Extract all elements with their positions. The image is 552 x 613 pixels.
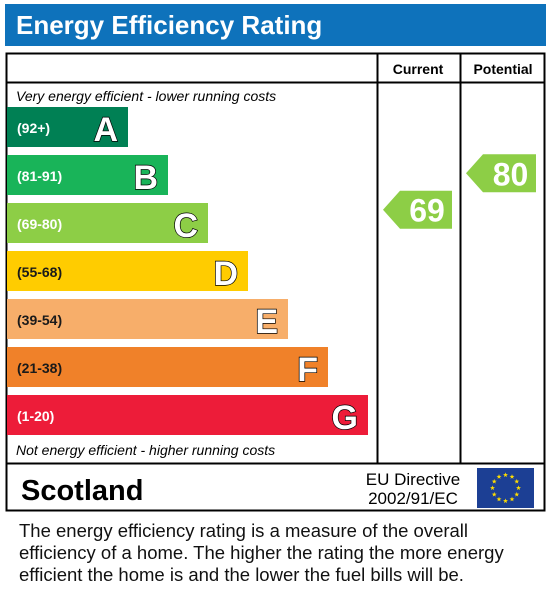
eu-star: [503, 498, 508, 504]
band-d-letter: D: [213, 255, 238, 293]
rating-bands: (92+) A (81-91) B (69-80) C (55-68) D (39-54) E (2…: [7, 107, 368, 438]
band-d-range: (55-68): [17, 264, 62, 280]
eu-star: [516, 485, 521, 491]
eu-stars-icon: [490, 472, 521, 504]
eu-star: [514, 478, 520, 484]
band-b-letter: B: [133, 159, 158, 197]
band-g-bar: [7, 395, 368, 435]
band-f-range: (21-38): [17, 360, 62, 376]
potential-rating-value: 80: [493, 156, 529, 192]
band-a-letter: A: [93, 111, 118, 149]
eu-star: [491, 491, 497, 497]
band-c-letter: C: [173, 207, 198, 245]
band-c-bar: [7, 203, 208, 243]
band-g-range: (1-20): [17, 408, 54, 424]
directive-line-1: EU Directive: [366, 470, 460, 489]
potential-column-header: Potential: [473, 61, 532, 77]
directive-line-2: 2002/91/EC: [368, 489, 458, 508]
band-c-range: (69-80): [17, 216, 62, 232]
current-column-header: Current: [393, 61, 444, 77]
eu-star: [509, 496, 515, 502]
band-f-letter: F: [297, 351, 318, 389]
region-label: Scotland: [21, 475, 143, 507]
eu-star: [490, 485, 495, 491]
eu-flag: [477, 468, 534, 508]
band-b-range: (81-91): [17, 168, 62, 184]
band-f-bar: [7, 347, 328, 387]
eu-star: [509, 474, 515, 479]
potential-rating-arrow: [466, 154, 536, 193]
eu-star: [496, 496, 502, 502]
current-rating-value: 69: [409, 193, 445, 229]
band-e-bar: [7, 299, 288, 339]
energy-rating-chart: Current Potential Very energy efficient …: [5, 52, 546, 512]
band-d-bar: [7, 251, 248, 291]
eu-star: [496, 474, 502, 479]
band-e-letter: E: [255, 303, 278, 341]
top-note: Very energy efficient - lower running co…: [16, 88, 276, 104]
band-a-bar: [7, 107, 128, 147]
eu-star: [491, 478, 497, 484]
band-b-bar: [7, 155, 168, 195]
band-g-letter: G: [332, 399, 358, 437]
band-a-range: (92+): [17, 120, 50, 136]
chart-frame: [5, 52, 546, 512]
footer-description: The energy efficiency rating is a measur…: [19, 520, 504, 585]
band-e-range: (39-54): [17, 312, 62, 328]
current-rating-arrow: [383, 190, 452, 229]
page-title: Energy Efficiency Rating: [5, 4, 546, 46]
bottom-note: Not energy efficient - higher running co…: [16, 442, 275, 458]
eu-star: [503, 472, 508, 478]
eu-star: [514, 491, 520, 497]
rating-markers: 69 80: [383, 154, 536, 229]
